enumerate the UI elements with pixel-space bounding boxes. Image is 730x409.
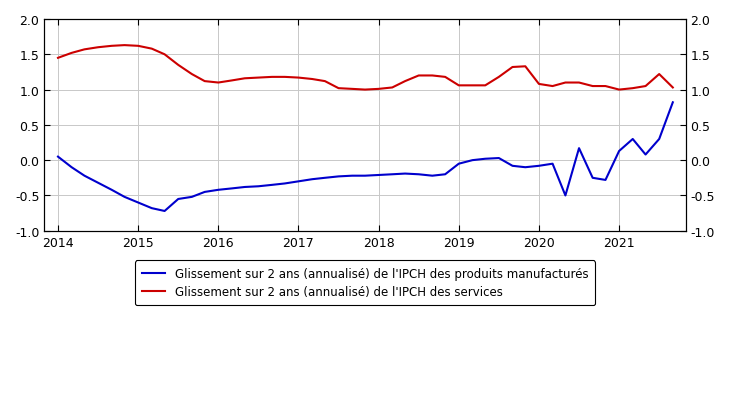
Legend: Glissement sur 2 ans (annualisé) de l'IPCH des produits manufacturés, Glissement: Glissement sur 2 ans (annualisé) de l'IP… [134, 261, 596, 306]
